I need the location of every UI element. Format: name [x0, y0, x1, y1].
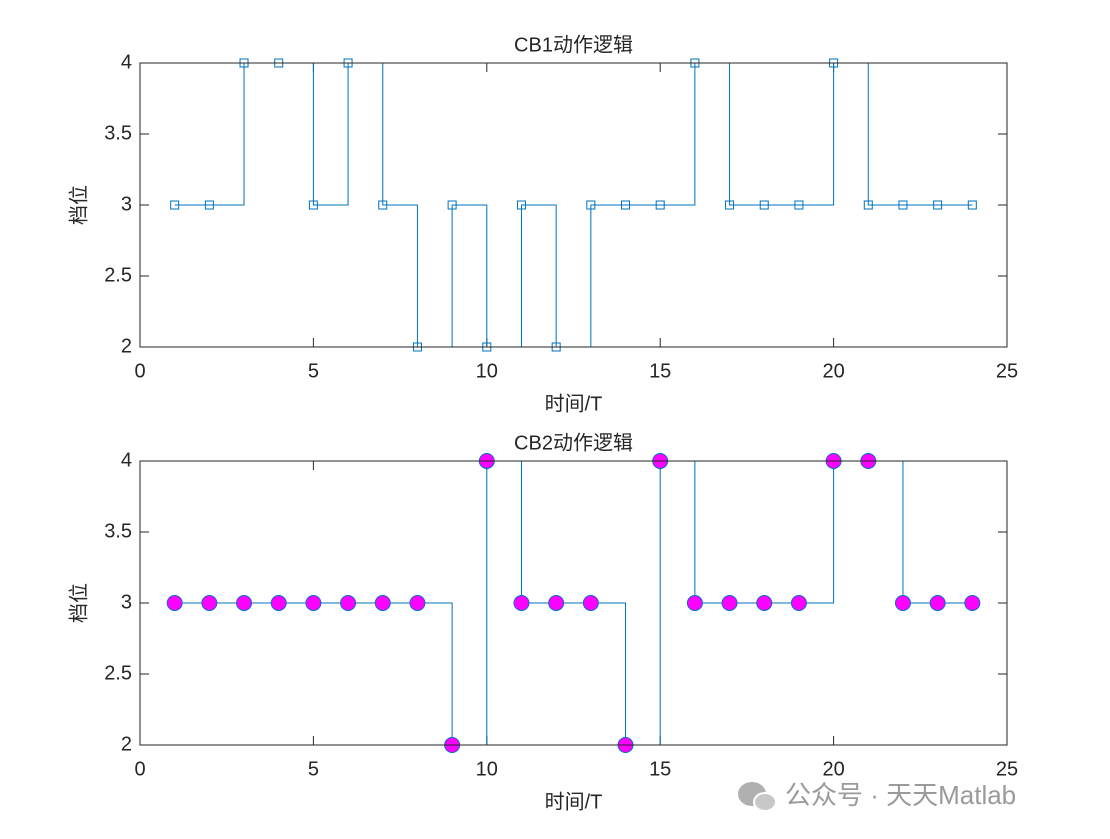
marker	[447, 200, 457, 210]
marker	[305, 595, 322, 611]
chart-title: CB2动作逻辑	[514, 431, 633, 454]
marker	[236, 595, 253, 611]
marker	[759, 200, 769, 210]
x-axis-label: 时间/T	[545, 790, 603, 813]
marker	[201, 595, 218, 611]
marker	[756, 595, 773, 611]
x-tick-label: 0	[134, 360, 145, 382]
marker	[166, 595, 183, 611]
x-tick-label: 15	[649, 360, 671, 382]
wechat-icon	[738, 782, 777, 812]
x-tick-label: 10	[476, 360, 498, 382]
marker	[582, 595, 599, 611]
marker	[621, 200, 631, 210]
marker	[409, 595, 426, 611]
marker	[790, 595, 807, 611]
watermark: 公众号 · 天天Matlab	[785, 780, 1016, 810]
marker	[863, 200, 873, 210]
marker	[513, 595, 530, 611]
x-tick-label: 25	[996, 360, 1018, 382]
marker	[374, 595, 391, 611]
x-tick-label: 10	[476, 758, 498, 780]
y-tick-label: 2	[121, 733, 132, 755]
marker	[548, 595, 565, 611]
y-tick-label: 2	[121, 335, 132, 357]
marker	[929, 595, 946, 611]
x-tick-label: 25	[996, 758, 1018, 780]
y-tick-label: 4	[121, 449, 132, 471]
y-tick-label: 4	[121, 51, 132, 73]
marker	[721, 595, 738, 611]
marker	[967, 200, 977, 210]
x-tick-label: 5	[308, 758, 319, 780]
y-tick-label: 3.5	[104, 122, 132, 144]
marker	[725, 200, 735, 210]
marker	[378, 200, 388, 210]
axes-box	[139, 460, 1008, 746]
series-line	[174, 62, 973, 348]
y-tick-label: 3	[121, 193, 132, 215]
marker	[586, 200, 596, 210]
x-tick-label: 5	[308, 360, 319, 382]
marker	[170, 200, 180, 210]
marker	[898, 200, 908, 210]
axes-background	[140, 63, 1007, 347]
y-tick-label: 2.5	[104, 662, 132, 684]
marker	[894, 595, 911, 611]
chart-title: CB1动作逻辑	[514, 33, 633, 56]
marker	[686, 595, 703, 611]
x-tick-label: 20	[822, 758, 844, 780]
y-tick-label: 3	[121, 591, 132, 613]
y-tick-label: 2.5	[104, 264, 132, 286]
marker	[308, 200, 318, 210]
y-axis-label: 档位	[67, 185, 90, 225]
axes-box	[139, 62, 1008, 348]
marker	[794, 200, 804, 210]
marker	[204, 200, 214, 210]
marker	[933, 200, 943, 210]
marker	[516, 200, 526, 210]
marker	[655, 200, 665, 210]
y-axis-label: 档位	[67, 583, 90, 623]
y-tick-label: 3.5	[104, 520, 132, 542]
marker	[340, 595, 357, 611]
marker	[964, 595, 981, 611]
x-tick-label: 15	[649, 758, 671, 780]
x-axis-label: 时间/T	[545, 392, 603, 415]
marker	[270, 595, 287, 611]
x-tick-label: 0	[134, 758, 145, 780]
x-tick-label: 20	[822, 360, 844, 382]
